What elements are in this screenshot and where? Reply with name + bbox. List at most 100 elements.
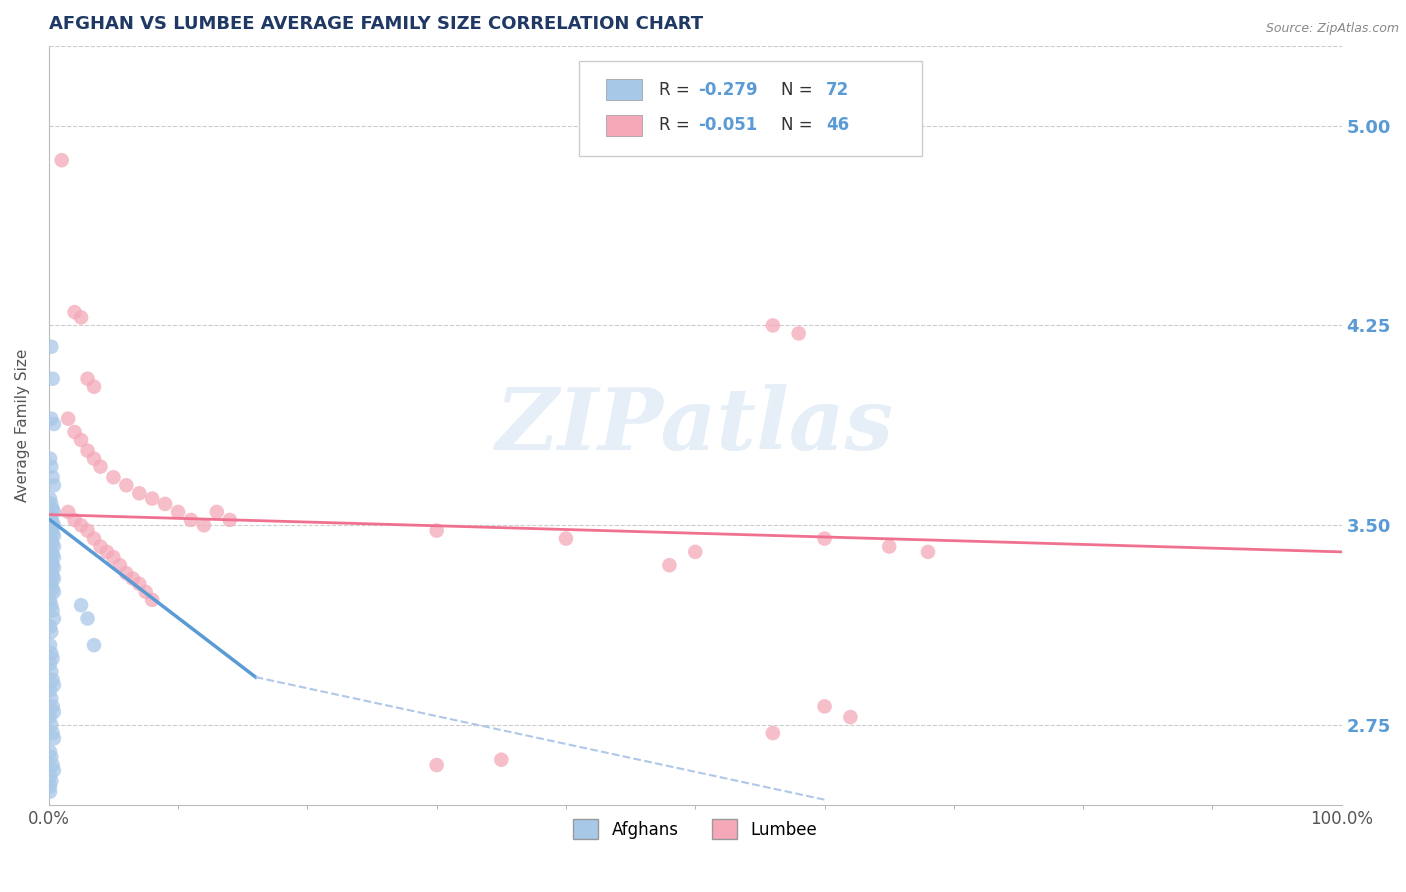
Point xyxy=(42,550,65,565)
Point xyxy=(70,433,93,447)
Point xyxy=(658,558,681,573)
Point xyxy=(41,665,63,679)
Point xyxy=(683,545,706,559)
Text: 72: 72 xyxy=(825,80,849,99)
Point xyxy=(108,558,131,573)
Point xyxy=(193,518,215,533)
Point xyxy=(762,726,785,740)
Point xyxy=(41,372,63,386)
Text: ZIPatlas: ZIPatlas xyxy=(496,384,894,467)
FancyBboxPatch shape xyxy=(579,61,921,156)
Point xyxy=(555,532,578,546)
Point xyxy=(41,459,63,474)
Point xyxy=(76,443,98,458)
Point xyxy=(103,550,125,565)
Point xyxy=(39,542,62,557)
Point xyxy=(41,750,63,764)
Point xyxy=(813,699,835,714)
Point xyxy=(83,380,105,394)
Point xyxy=(787,326,810,341)
Point xyxy=(42,764,65,778)
Point xyxy=(42,478,65,492)
Point xyxy=(76,611,98,625)
Point xyxy=(63,513,86,527)
Point xyxy=(83,638,105,652)
FancyBboxPatch shape xyxy=(606,115,643,136)
Point xyxy=(56,411,79,425)
Point xyxy=(42,572,65,586)
Point xyxy=(39,491,62,506)
Point xyxy=(39,564,62,578)
Point xyxy=(42,731,65,746)
Point xyxy=(115,478,138,492)
Point xyxy=(39,532,62,546)
Point xyxy=(41,774,63,789)
Y-axis label: Average Family Size: Average Family Size xyxy=(15,349,30,502)
Point xyxy=(41,470,63,484)
Point xyxy=(39,619,62,633)
Point xyxy=(41,558,63,573)
Point xyxy=(41,598,63,612)
Point xyxy=(41,646,63,660)
Point xyxy=(89,540,111,554)
Text: R =: R = xyxy=(659,80,695,99)
Point xyxy=(39,521,62,535)
Point xyxy=(41,603,63,617)
Point xyxy=(41,566,63,581)
Point xyxy=(41,537,63,551)
Point xyxy=(63,425,86,439)
Point xyxy=(41,673,63,687)
Point xyxy=(41,726,63,740)
Point xyxy=(41,718,63,732)
Point xyxy=(56,505,79,519)
Point xyxy=(762,318,785,333)
Point xyxy=(141,491,163,506)
Point xyxy=(39,745,62,759)
Point xyxy=(42,417,65,431)
Point xyxy=(41,691,63,706)
Point xyxy=(39,451,62,466)
Text: N =: N = xyxy=(780,116,817,135)
Point xyxy=(877,540,900,554)
Point xyxy=(128,577,150,591)
Point xyxy=(39,710,62,724)
Point xyxy=(39,510,62,524)
Point xyxy=(41,502,63,516)
Point xyxy=(41,582,63,597)
Text: R =: R = xyxy=(659,116,695,135)
Point xyxy=(491,753,513,767)
Point xyxy=(135,585,157,599)
Point xyxy=(41,516,63,530)
Point xyxy=(839,710,862,724)
Point xyxy=(42,561,65,575)
Point xyxy=(76,524,98,538)
Point xyxy=(128,486,150,500)
Point xyxy=(41,548,63,562)
Point xyxy=(41,651,63,665)
Point xyxy=(39,574,62,589)
Point xyxy=(141,592,163,607)
Point xyxy=(115,566,138,581)
Text: 46: 46 xyxy=(825,116,849,135)
Point xyxy=(42,705,65,719)
Point xyxy=(180,513,202,527)
Point xyxy=(426,524,449,538)
Point xyxy=(42,585,65,599)
Point xyxy=(39,657,62,671)
Point xyxy=(39,553,62,567)
Point xyxy=(426,758,449,772)
Point xyxy=(39,638,62,652)
Point xyxy=(41,699,63,714)
Point xyxy=(70,310,93,325)
Point xyxy=(39,785,62,799)
Point xyxy=(41,569,63,583)
Point xyxy=(89,459,111,474)
Point xyxy=(83,451,105,466)
Point xyxy=(41,526,63,541)
Point xyxy=(167,505,190,519)
Point xyxy=(39,769,62,783)
Point xyxy=(917,545,939,559)
Point xyxy=(121,572,143,586)
Text: Source: ZipAtlas.com: Source: ZipAtlas.com xyxy=(1265,22,1399,36)
Point xyxy=(42,518,65,533)
